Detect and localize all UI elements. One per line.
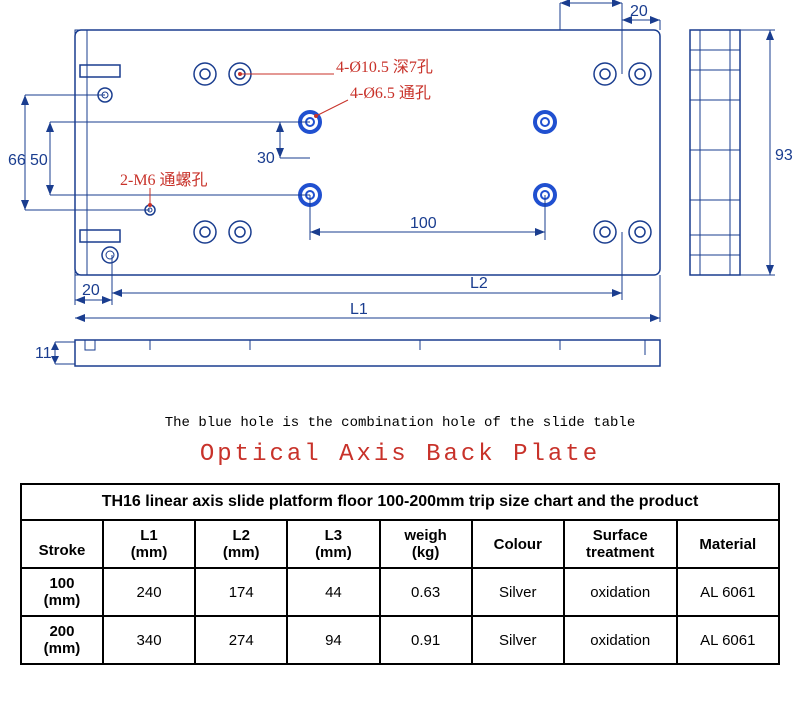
- svg-text:11: 11: [35, 345, 52, 362]
- svg-text:50: 50: [30, 152, 48, 169]
- svg-text:66: 66: [8, 152, 26, 169]
- table-row: 100(mm) 240 174 44 0.63 Silver oxidation…: [21, 568, 779, 616]
- col-weigh: weigh(kg): [380, 520, 472, 568]
- technical-drawing: 66 50 30 20 100 L2 L1 L3: [0, 0, 800, 380]
- col-l3: L3(mm): [287, 520, 379, 568]
- svg-text:L2: L2: [470, 275, 488, 292]
- svg-text:30: 30: [257, 150, 275, 167]
- svg-text:20: 20: [630, 3, 648, 20]
- svg-text:20: 20: [82, 282, 100, 299]
- col-surface: Surface treatment: [564, 520, 677, 568]
- svg-text:100: 100: [410, 215, 437, 232]
- svg-text:4-Ø6.5 通孔: 4-Ø6.5 通孔: [350, 84, 431, 102]
- table-title: TH16 linear axis slide platform floor 10…: [21, 484, 779, 520]
- svg-text:2-M6 通螺孔: 2-M6 通螺孔: [120, 171, 208, 189]
- col-l2: L2(mm): [195, 520, 287, 568]
- svg-text:4-Ø10.5 深7孔: 4-Ø10.5 深7孔: [336, 58, 433, 76]
- title-text: Optical Axis Back Plate: [0, 441, 800, 468]
- svg-text:L3: L3: [580, 0, 598, 4]
- col-material: Material: [677, 520, 779, 568]
- table-row: 200(mm) 340 274 94 0.91 Silver oxidation…: [21, 616, 779, 664]
- svg-text:93: 93: [775, 147, 793, 164]
- spec-table: TH16 linear axis slide platform floor 10…: [20, 483, 780, 665]
- col-stroke: Stroke: [21, 520, 103, 568]
- col-l1: L1(mm): [103, 520, 195, 568]
- svg-text:L1: L1: [350, 301, 368, 318]
- col-colour: Colour: [472, 520, 564, 568]
- caption-text: The blue hole is the combination hole of…: [0, 415, 800, 431]
